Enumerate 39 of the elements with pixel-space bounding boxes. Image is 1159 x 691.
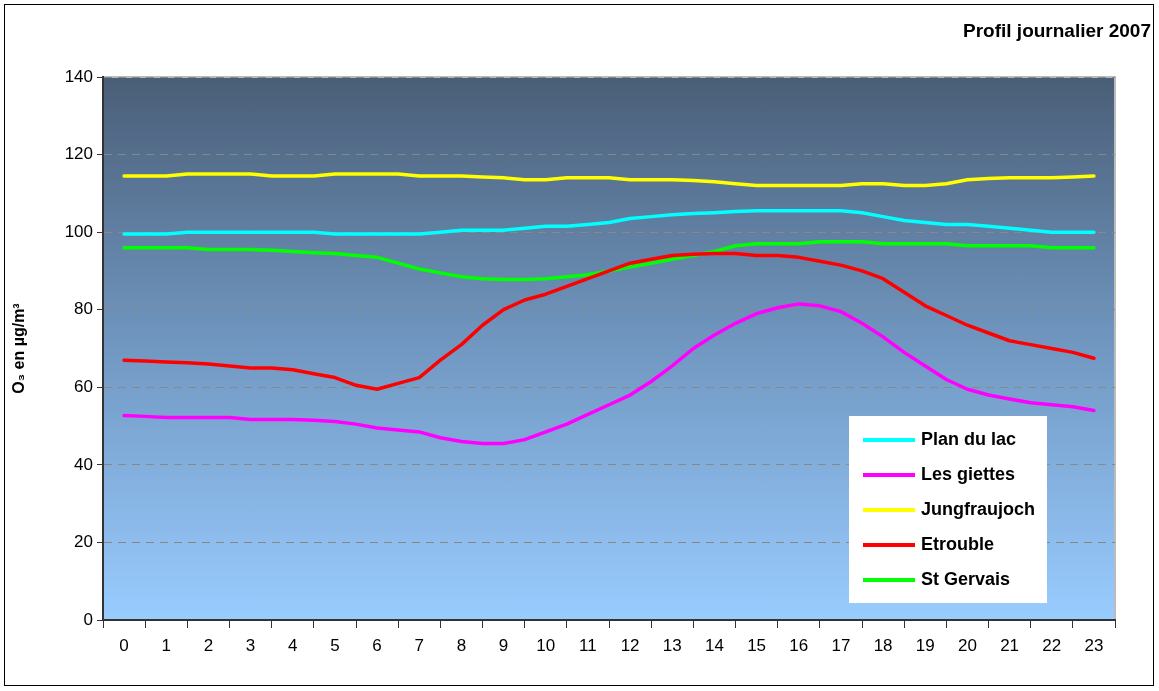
y-tick-label: 0 bbox=[83, 609, 93, 629]
x-tick-label: 1 bbox=[161, 635, 171, 655]
x-tick-label: 18 bbox=[873, 635, 893, 655]
x-tick-label: 0 bbox=[119, 635, 129, 655]
x-tick-label: 2 bbox=[203, 635, 214, 655]
y-tick-label: 40 bbox=[74, 454, 93, 474]
x-tick-label: 8 bbox=[456, 635, 467, 655]
y-tick-label: 60 bbox=[74, 376, 93, 396]
x-tick-label: 17 bbox=[831, 635, 851, 655]
x-tick-label: 5 bbox=[330, 635, 340, 655]
x-tick-label: 11 bbox=[579, 635, 597, 655]
x-tick-label: 9 bbox=[498, 635, 509, 655]
x-tick-label: 12 bbox=[620, 635, 640, 655]
x-tick-label: 16 bbox=[789, 635, 809, 655]
x-tick-label: 20 bbox=[957, 635, 977, 655]
chart-title: Profil journalier 2007 bbox=[963, 20, 1151, 42]
legend-label: Plan du lac bbox=[920, 429, 1017, 450]
x-tick-label: 4 bbox=[288, 635, 298, 655]
legend-label: Etrouble bbox=[920, 534, 994, 555]
y-axis-title: O₃ en µg/m³ bbox=[10, 303, 28, 394]
y-tick-label: 100 bbox=[64, 221, 93, 241]
y-tick-label: 140 bbox=[64, 66, 93, 86]
x-tick-label: 13 bbox=[662, 635, 682, 655]
y-tick-label: 20 bbox=[74, 532, 93, 552]
legend-label: Jungfraujoch bbox=[920, 499, 1035, 520]
x-tick-label: 7 bbox=[414, 635, 424, 655]
x-tick-label: 10 bbox=[536, 635, 556, 655]
y-tick-label: 80 bbox=[74, 299, 93, 319]
x-tick-label: 3 bbox=[245, 635, 256, 655]
x-tick-label: 6 bbox=[372, 635, 382, 655]
legend-label: St Gervais bbox=[920, 569, 1011, 590]
x-tick-label: 15 bbox=[747, 635, 767, 655]
legend-label: Les giettes bbox=[920, 464, 1016, 485]
x-tick-label: 14 bbox=[704, 635, 724, 655]
x-tick-label: 23 bbox=[1084, 635, 1104, 655]
y-tick-label: 120 bbox=[64, 144, 93, 164]
x-tick-label: 21 bbox=[1000, 635, 1020, 655]
x-tick-label: 19 bbox=[915, 635, 935, 655]
x-tick-label: 22 bbox=[1042, 635, 1062, 655]
